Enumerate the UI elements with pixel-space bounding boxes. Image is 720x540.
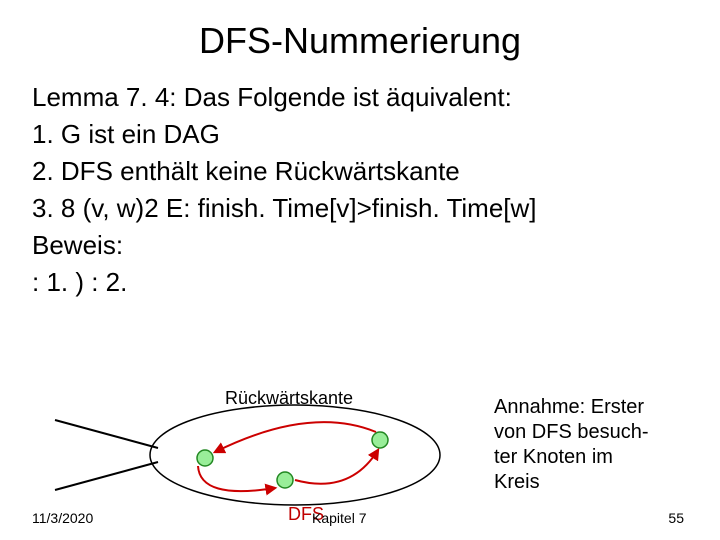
item-3: 3. 8 (v, w)2 E: finish. Time[v]>finish. … — [32, 191, 700, 226]
annahme-text: Annahme: Erster von DFS besuch- ter Knot… — [494, 395, 649, 495]
edge-in-1 — [55, 420, 158, 448]
slide-title: DFS-Nummerierung — [0, 0, 720, 80]
body-text: Lemma 7. 4: Das Folgende ist äquivalent:… — [0, 80, 720, 301]
item-1: 1. G ist ein DAG — [32, 117, 700, 152]
footer-date: 11/3/2020 — [32, 510, 93, 526]
red-arrow-3 — [215, 422, 376, 452]
ellipse-outline — [150, 405, 440, 505]
red-arrow-1 — [198, 466, 275, 491]
annahme-l4: Kreis — [494, 470, 649, 495]
red-arrow-2 — [295, 450, 378, 484]
lemma-line: Lemma 7. 4: Das Folgende ist äquivalent: — [32, 80, 700, 115]
footer-chapter: Kapitel 7 — [312, 510, 366, 526]
annahme-l3: ter Knoten im — [494, 445, 649, 470]
proof-step: : 1. ) : 2. — [32, 265, 700, 300]
footer-page-number: 55 — [668, 510, 684, 526]
item-2: 2. DFS enthält keine Rückwärtskante — [32, 154, 700, 189]
node-2 — [277, 472, 293, 488]
beweis-line: Beweis: — [32, 228, 700, 263]
annahme-l1: Annahme: Erster — [494, 395, 649, 420]
edge-in-2 — [55, 462, 158, 490]
node-1 — [197, 450, 213, 466]
node-3 — [372, 432, 388, 448]
cycle-diagram — [50, 400, 470, 530]
annahme-l2: von DFS besuch- — [494, 420, 649, 445]
